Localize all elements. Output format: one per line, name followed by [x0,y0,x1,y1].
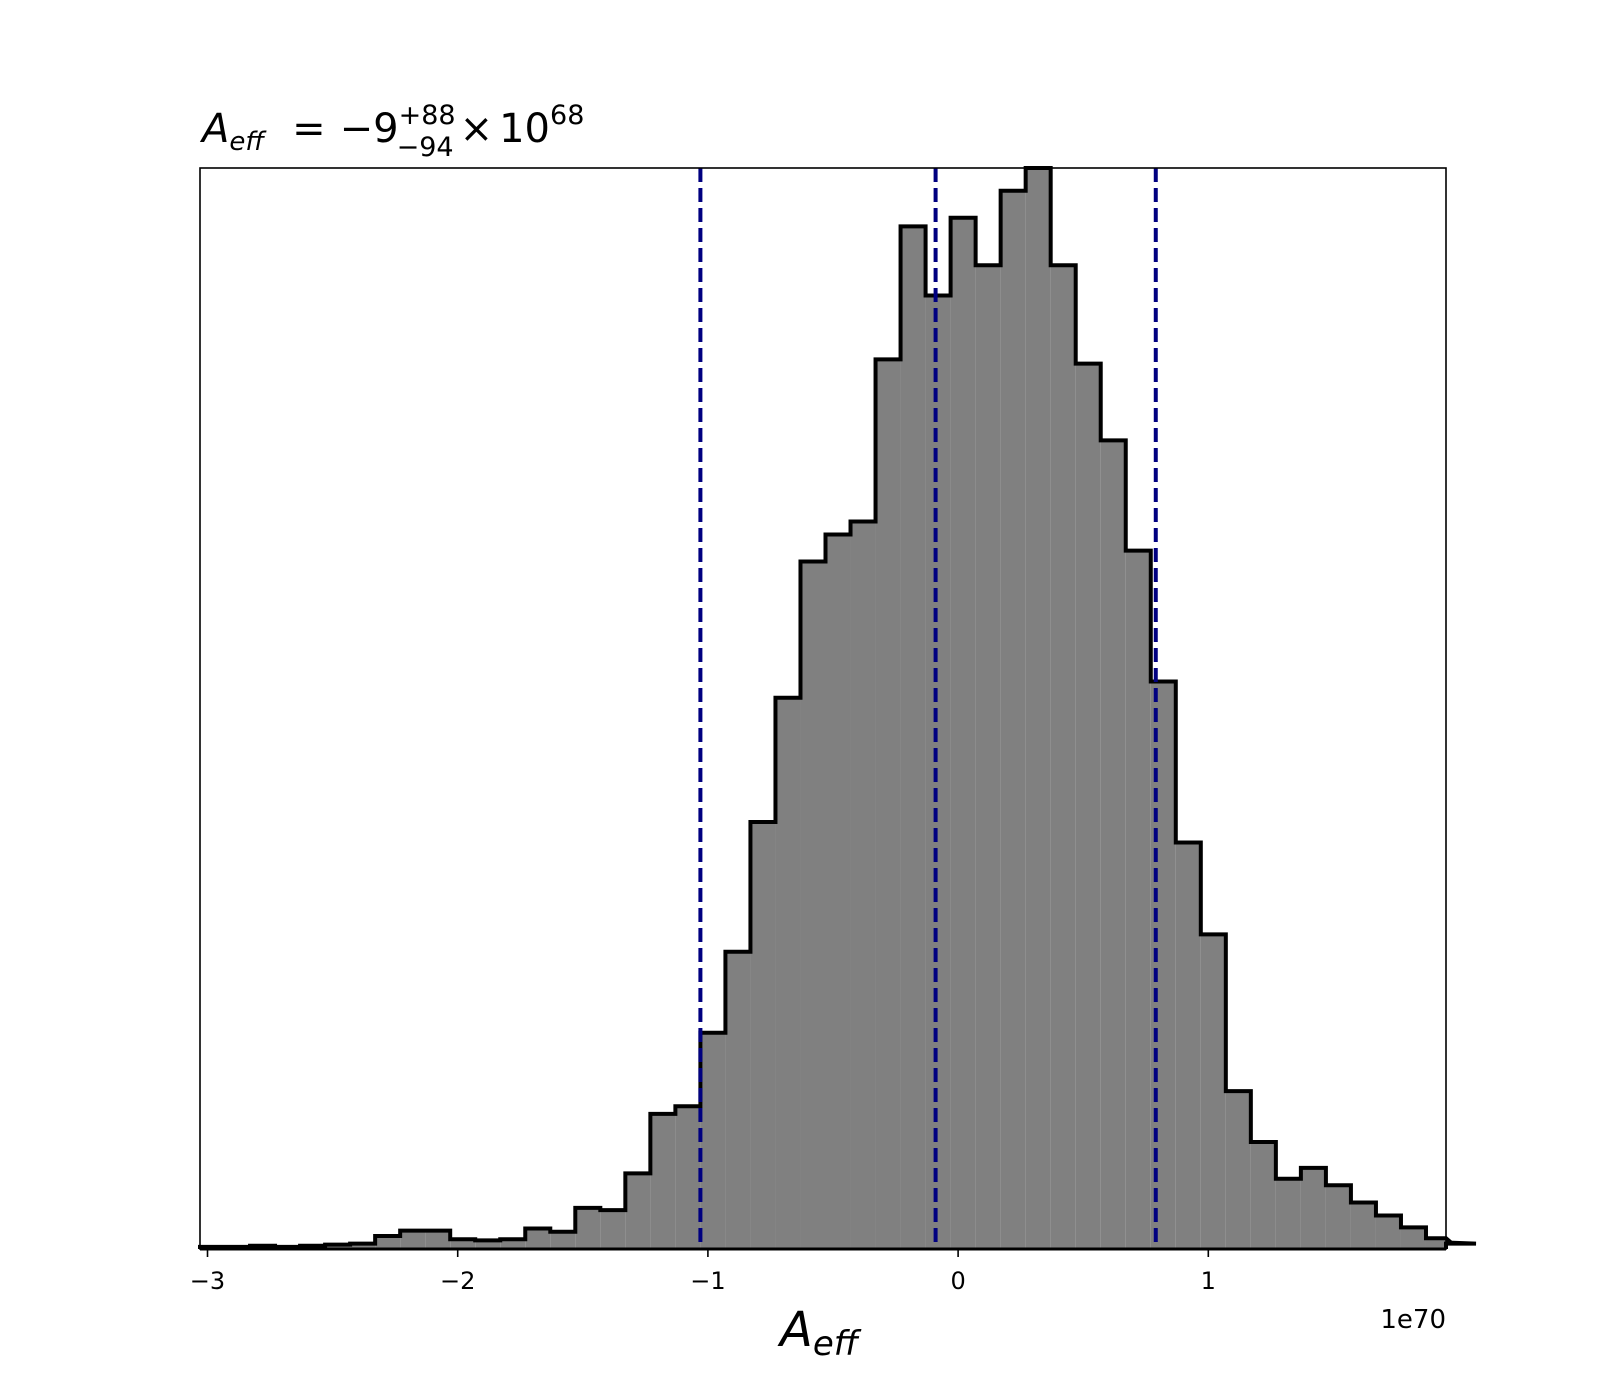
histogram-bar [1375,1215,1401,1249]
x-axis-label: Aeff [777,1302,862,1364]
histogram-bar [925,295,951,1250]
x-axis-label-symbol: A [777,1302,813,1358]
histogram-bar [375,1236,401,1249]
histogram-bar [400,1230,426,1249]
histogram-bar [1050,265,1076,1249]
chart-title: Aeff = −9+88 −94 × 1068 [199,100,584,163]
histogram-bar [425,1230,451,1249]
histogram-bar [1400,1227,1426,1249]
histogram-bar [1000,190,1026,1249]
histogram-bar [750,822,776,1249]
x-tick-label: −2 [440,1267,475,1295]
histogram-bar [775,697,801,1249]
histogram-bar [1300,1167,1326,1249]
histogram-bar [600,1210,626,1249]
histogram-bar [1150,681,1176,1249]
histogram-bar [500,1239,526,1249]
title-symbol: A [199,106,229,152]
histogram-bar [625,1173,651,1249]
x-axis-label-subscript: eff [813,1324,862,1364]
histogram-bar [1075,363,1101,1249]
plot-area [198,166,1477,1251]
histogram-bar [725,951,751,1249]
histogram-bar [1175,842,1201,1249]
title-symbol-subscript: eff [229,127,267,157]
title-exponent: 68 [550,100,584,131]
title-equals: = [292,106,326,152]
histogram-bar [1250,1141,1276,1249]
title-superscript: +88 [399,100,456,131]
histogram-bar [1350,1202,1376,1249]
title-times: × [460,106,494,152]
x-axis-ticks: −3 −2 −1 0 1 [190,1249,1216,1295]
histogram-bar [325,1244,351,1249]
histogram-bar [550,1231,576,1249]
histogram-bar [800,561,826,1249]
histogram-bar [525,1228,551,1249]
histogram-bar [1325,1185,1351,1249]
histogram-bar [950,217,976,1250]
histogram-bar [575,1207,601,1249]
x-tick-label: −1 [690,1267,725,1295]
histogram-bar [900,226,926,1249]
x-axis-offset-text: 1e70 [1380,1305,1446,1335]
histogram-bar [1425,1238,1446,1249]
x-tick-label: −3 [190,1267,225,1295]
histogram-bar [825,534,851,1249]
x-tick-label: 0 [950,1267,965,1295]
histogram-bar [675,1106,701,1249]
histogram-bar [1025,168,1051,1249]
histogram-bar [975,265,1001,1249]
histogram-bar [1125,550,1151,1249]
histogram-bar [700,1032,726,1249]
x-tick-label: 1 [1201,1267,1216,1295]
title-base: 10 [499,106,550,152]
histogram-bar [450,1239,476,1249]
histogram-bar [1200,934,1226,1249]
title-subscript: −94 [397,132,454,163]
histogram-outline [198,166,1477,1249]
histogram-bar [650,1113,676,1249]
histogram-bar [850,521,876,1249]
title-value: −9 [340,106,399,152]
histogram-bar [1100,440,1126,1249]
histogram-bar [1225,1091,1251,1249]
histogram-bar [350,1243,376,1249]
histogram-bar [475,1240,501,1249]
histogram-bar [875,359,901,1249]
histogram-bar [1275,1178,1301,1249]
